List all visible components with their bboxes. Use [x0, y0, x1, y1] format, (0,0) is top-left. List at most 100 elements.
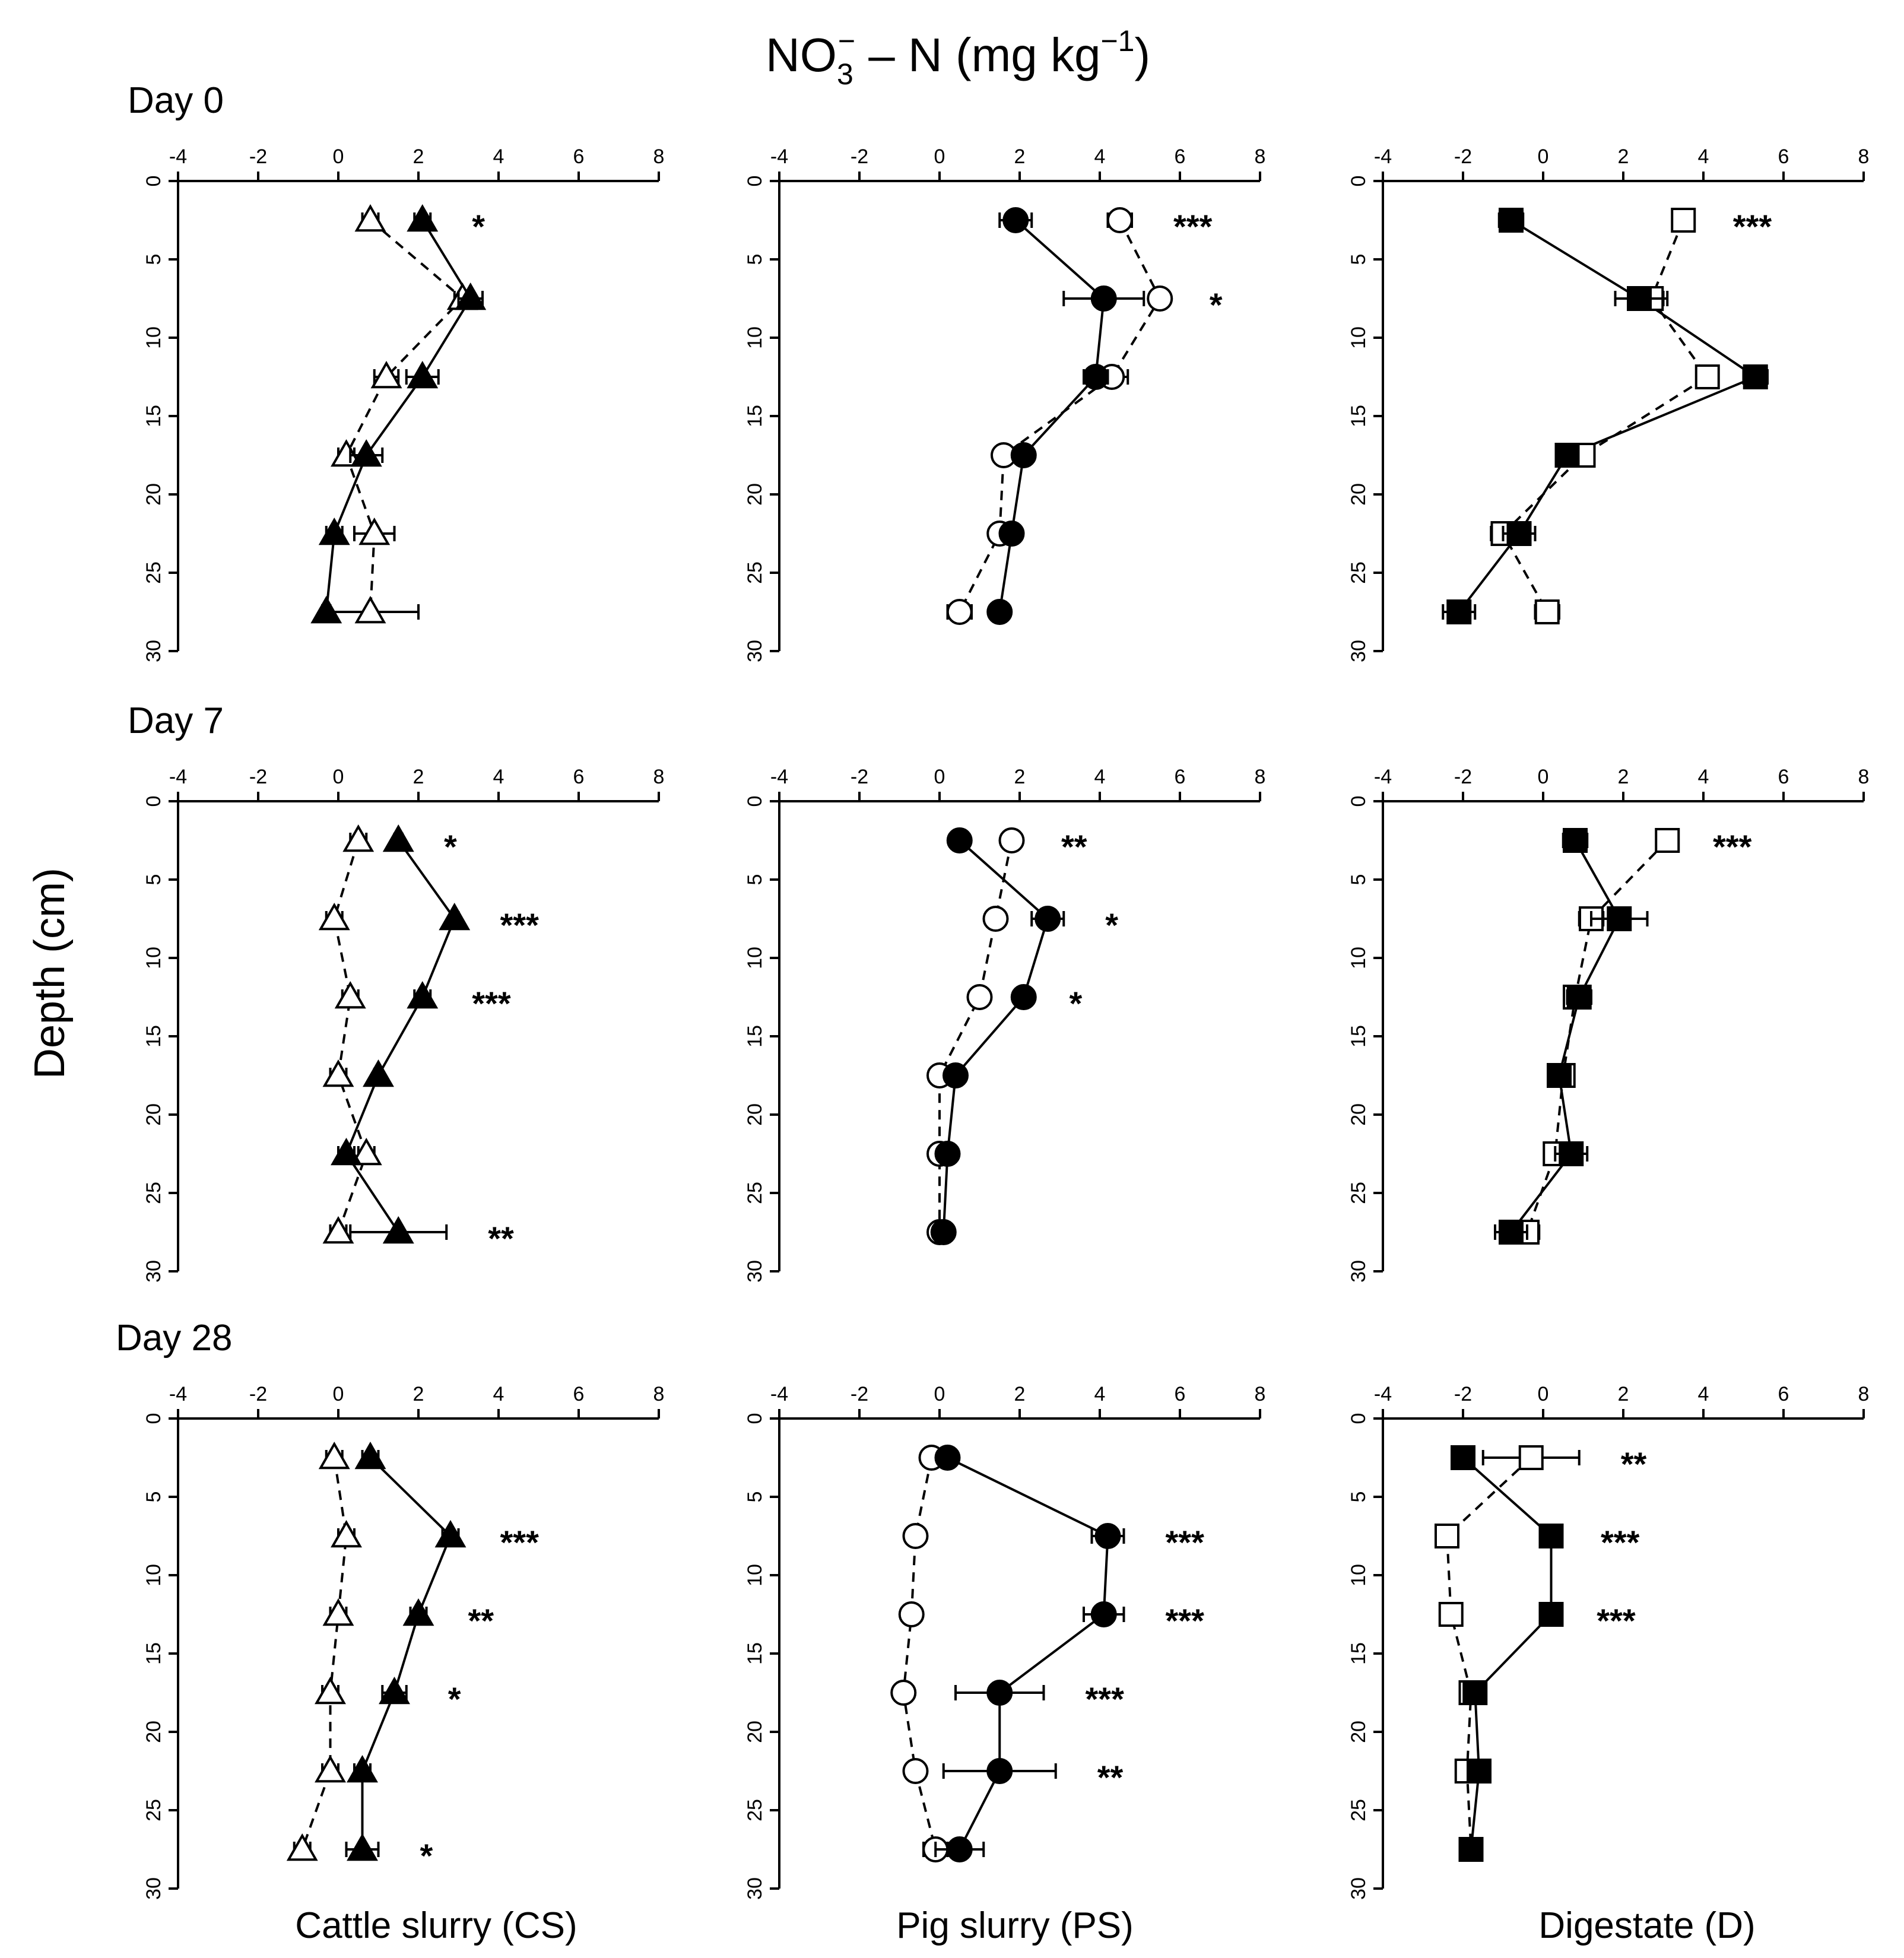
x-tick-label: 2 — [1014, 1383, 1026, 1405]
x-tick-label: 8 — [1255, 766, 1266, 788]
data-point-open — [1438, 1602, 1464, 1627]
y-tick-label: 0 — [1347, 1413, 1370, 1424]
data-point-open — [982, 906, 1009, 932]
y-tick-label: 5 — [1347, 874, 1370, 886]
data-point-open — [1694, 364, 1720, 389]
data-point-filled — [407, 360, 439, 389]
data-point-open — [890, 1680, 917, 1706]
y-tick-label: 20 — [142, 1103, 165, 1126]
data-point-filled — [439, 902, 471, 931]
x-tick-label: 6 — [1778, 1383, 1789, 1405]
data-point-filled — [1499, 1220, 1524, 1245]
data-point-filled — [934, 1445, 961, 1471]
data-point-filled — [1010, 984, 1037, 1010]
x-tick-label: 8 — [1858, 145, 1870, 168]
data-point-filled — [354, 1441, 386, 1470]
y-tick-label: 30 — [744, 1877, 766, 1900]
data-point-open — [998, 827, 1025, 853]
series-line-filled — [361, 1456, 452, 1849]
data-point-filled — [1554, 443, 1580, 468]
significance-label: *** — [1713, 828, 1752, 865]
y-tick-label: 5 — [142, 254, 165, 265]
data-point-filled — [946, 827, 973, 853]
x-tick-label: 6 — [573, 1383, 585, 1405]
significance-label: * — [1105, 906, 1118, 944]
x-tick-label: -4 — [770, 145, 788, 168]
y-tick-label: 10 — [142, 326, 165, 349]
significance-label: * — [448, 1680, 461, 1718]
x-tick-label: 2 — [413, 1383, 424, 1405]
data-point-open — [1655, 828, 1680, 853]
x-tick-label: -2 — [249, 1383, 267, 1405]
data-point-open — [1106, 207, 1133, 233]
x-tick-label: 2 — [1014, 766, 1026, 788]
data-point-filled — [1559, 1141, 1584, 1166]
y-tick-label: 30 — [142, 1260, 165, 1283]
data-point-filled — [986, 1680, 1013, 1706]
data-point-filled — [1566, 985, 1592, 1010]
x-tick-label: -4 — [1374, 766, 1392, 788]
y-tick-label: 25 — [744, 561, 766, 584]
x-tick-label: -2 — [1454, 145, 1472, 168]
data-point-filled — [1538, 1602, 1564, 1627]
data-point-filled — [347, 1754, 378, 1783]
data-point-filled — [1506, 521, 1532, 546]
series-line-open — [301, 1457, 348, 1850]
data-point-filled — [331, 1137, 362, 1166]
y-tick-label: 0 — [1347, 176, 1370, 187]
y-tick-label: 0 — [1347, 796, 1370, 807]
data-point-filled — [1499, 208, 1524, 233]
series-line-filled — [998, 219, 1105, 613]
data-point-open — [1147, 285, 1173, 312]
x-tick-label: -2 — [249, 145, 267, 168]
data-point-open — [1534, 599, 1560, 624]
data-point-filled — [1607, 906, 1632, 931]
x-tick-label: 4 — [493, 145, 504, 168]
x-tick-label: -4 — [169, 145, 187, 168]
data-point-open — [322, 1598, 354, 1626]
x-tick-label: -4 — [1374, 145, 1392, 168]
x-tick-label: 8 — [1255, 1383, 1266, 1405]
x-tick-label: 6 — [1175, 1383, 1186, 1405]
significance-label: *** — [1166, 1524, 1205, 1561]
data-point-open — [370, 360, 402, 389]
y-tick-label: 5 — [1347, 1491, 1370, 1503]
col-label-pig: Pig slurry (PS) — [896, 1905, 1134, 1946]
y-tick-label: 15 — [1347, 1642, 1370, 1665]
x-tick-label: -4 — [169, 766, 187, 788]
x-tick-label: 8 — [1858, 1383, 1870, 1405]
x-tick-label: 6 — [573, 145, 585, 168]
significance-label: *** — [1733, 208, 1772, 245]
data-point-open — [322, 1059, 354, 1087]
data-point-open — [902, 1523, 929, 1549]
data-point-filled — [363, 1059, 394, 1087]
panel-1-2: -4 -2 0 2 4 6 8 0 5 10 15 20 25 30 *** — [1347, 766, 1869, 1283]
data-point-open — [1435, 1524, 1459, 1548]
y-tick-label: 5 — [744, 1491, 766, 1503]
x-tick-label: 0 — [333, 145, 344, 168]
y-tick-label: 5 — [142, 1491, 165, 1503]
significance-label: *** — [472, 985, 511, 1022]
data-point-open — [331, 1519, 362, 1548]
data-point-filled — [407, 204, 439, 232]
x-tick-label: 4 — [1094, 145, 1106, 168]
panel-0-2: -4 -2 0 2 4 6 8 0 5 10 15 20 25 30 *** — [1347, 145, 1869, 662]
x-tick-label: 4 — [1094, 766, 1106, 788]
title-main: NO — [766, 28, 837, 81]
y-tick-label: 15 — [142, 1642, 165, 1665]
data-point-filled — [1002, 207, 1029, 233]
y-tick-label: 20 — [744, 483, 766, 506]
y-tick-label: 25 — [1347, 1182, 1370, 1204]
data-point-filled — [1090, 285, 1117, 312]
data-point-filled — [1538, 1524, 1564, 1548]
y-tick-label: 20 — [142, 483, 165, 506]
data-point-filled — [379, 1676, 410, 1705]
y-tick-label: 5 — [142, 874, 165, 886]
y-tick-label: 10 — [142, 1564, 165, 1586]
x-tick-label: 2 — [1618, 766, 1629, 788]
significance-label: *** — [1597, 1602, 1636, 1639]
data-point-filled — [407, 980, 439, 1009]
y-tick-label: 5 — [744, 874, 766, 886]
